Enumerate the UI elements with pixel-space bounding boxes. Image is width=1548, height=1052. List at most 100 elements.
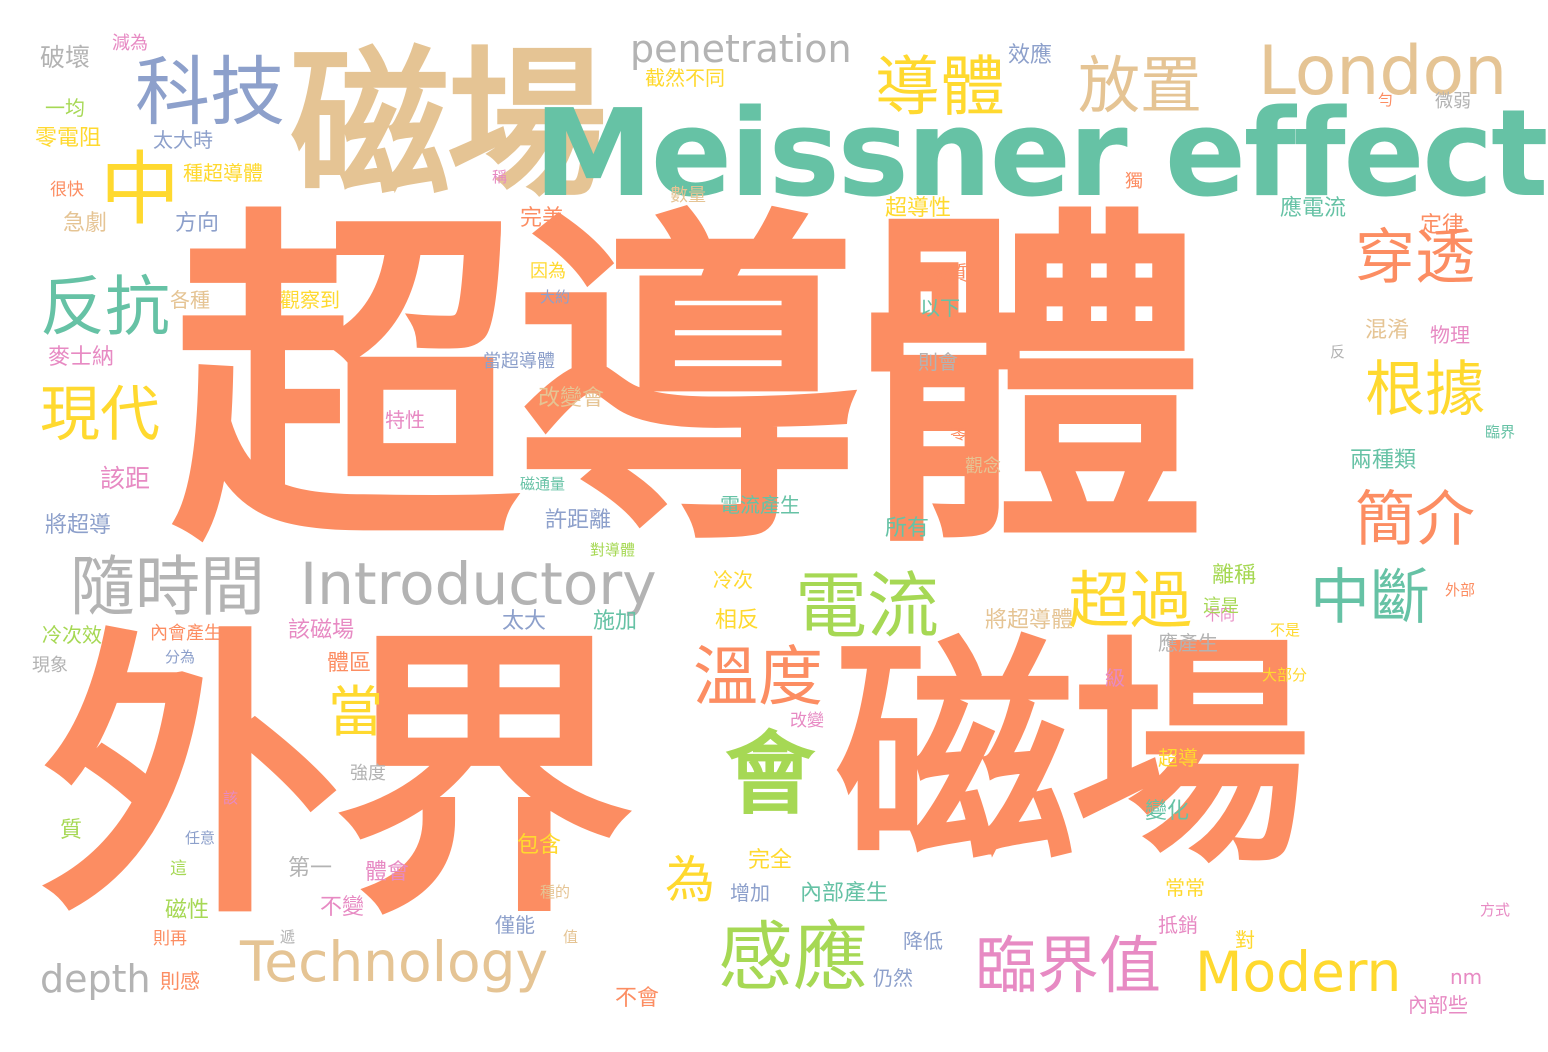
word: 外部 [1445,581,1476,599]
word: 麥士納 [48,345,115,370]
word: 會 [725,722,815,827]
word: 內會產生 [150,623,222,644]
word: 增加 [730,881,770,905]
word: 任意 [185,829,216,847]
word: 該磁場 [288,618,355,643]
word: 級 [1105,666,1125,690]
word: 臨界值 [975,929,1162,1002]
word: 數量 [670,185,706,206]
word: 減為 [112,33,148,54]
word: 分為 [165,648,196,666]
word: 這是 [1203,596,1239,617]
word: 電流產生 [720,493,800,517]
word: 對導體 [590,541,636,559]
word: 一均 [45,96,85,120]
word: 仍然 [873,966,913,990]
word: 種超導體 [183,161,263,185]
word: 特性 [385,408,425,432]
word: Introductory [300,550,657,618]
word: 將超導體 [985,608,1074,633]
word: 很快 [50,180,84,200]
word: 許距離 [545,508,612,533]
word: London [1258,32,1508,111]
word: 根據 [1365,355,1485,425]
word: 以下 [920,296,960,320]
word: 外界 [40,605,634,954]
word: 獨 [1125,171,1143,192]
word: 微弱 [1435,91,1471,112]
word: 內部產生 [800,881,889,906]
word: 中斷 [1310,563,1430,633]
word: Modern [1195,940,1402,1004]
word: 物質 [928,261,968,285]
word: 簡介 [1355,485,1475,555]
word: 常常 [1165,876,1205,900]
word: 超導體 [170,181,1206,589]
word: 現代 [40,380,160,450]
word: nm [1450,965,1483,989]
word: 因為 [530,261,566,282]
word: 現象 [32,655,68,676]
word: 超過 [1068,564,1193,637]
word: 體會 [365,860,410,885]
word: 超導 [1158,746,1198,770]
word: 效應 [1008,43,1053,68]
word: 冷次 [713,568,753,592]
word: 質 [60,818,83,843]
word: 科技 [135,48,286,136]
word: 這 [170,859,187,879]
word: 兩種類 [1350,448,1417,473]
word: 各種 [170,288,210,312]
word: penetration [630,27,852,71]
word: 太大 [502,609,547,634]
word: 將超導 [45,513,112,538]
word: 該 [223,789,239,807]
word: 離稱 [1212,563,1257,588]
word: 冷次效 [42,623,102,647]
word: 不是 [1270,621,1301,639]
word: 內部些 [1408,993,1468,1017]
word: 放置 [1078,49,1203,122]
word: 混淆 [1365,318,1410,343]
word: 中 [100,143,180,236]
word: 磁場 [290,31,607,218]
word: 反抗 [40,270,171,345]
word: 方向 [175,211,220,236]
word: 應電流 [1280,196,1347,221]
word: 大部分 [1262,666,1308,684]
word: 磁通量 [520,475,566,493]
word: 隨時間 [70,550,266,625]
word: 當超導體 [483,351,555,372]
word: 該距 [100,464,151,493]
word: 抵銷 [1158,913,1198,937]
word: 臨界 [1485,423,1516,441]
word: 則會 [918,350,958,374]
word: 勻 [1378,91,1394,109]
word: 感應 [718,913,869,1001]
word: 磁性 [165,898,210,923]
word: 破壞 [40,43,91,72]
word: 超導性 [885,196,952,221]
word: 應產生 [1158,631,1218,655]
word: 物理 [1430,323,1470,347]
word: 變化 [1145,799,1190,824]
word: 反 [1330,343,1346,361]
word: 改變 [790,711,824,731]
word: 為 [665,851,715,909]
word: 方式 [1480,901,1511,919]
word: 完全 [748,848,793,873]
word: 第一 [288,856,333,881]
word: 則再 [153,929,187,949]
word: 完美 [520,206,565,231]
word: 降低 [903,929,943,953]
word: 值 [563,928,579,946]
word: depth [40,957,151,1001]
word: 僅能 [495,913,535,937]
word: 不會 [615,986,660,1011]
word: 零電阻 [35,126,102,151]
word: 觀念 [965,456,1001,477]
word: 不變 [320,895,365,920]
word: 強度 [350,763,386,784]
word: 遞 [280,928,296,946]
